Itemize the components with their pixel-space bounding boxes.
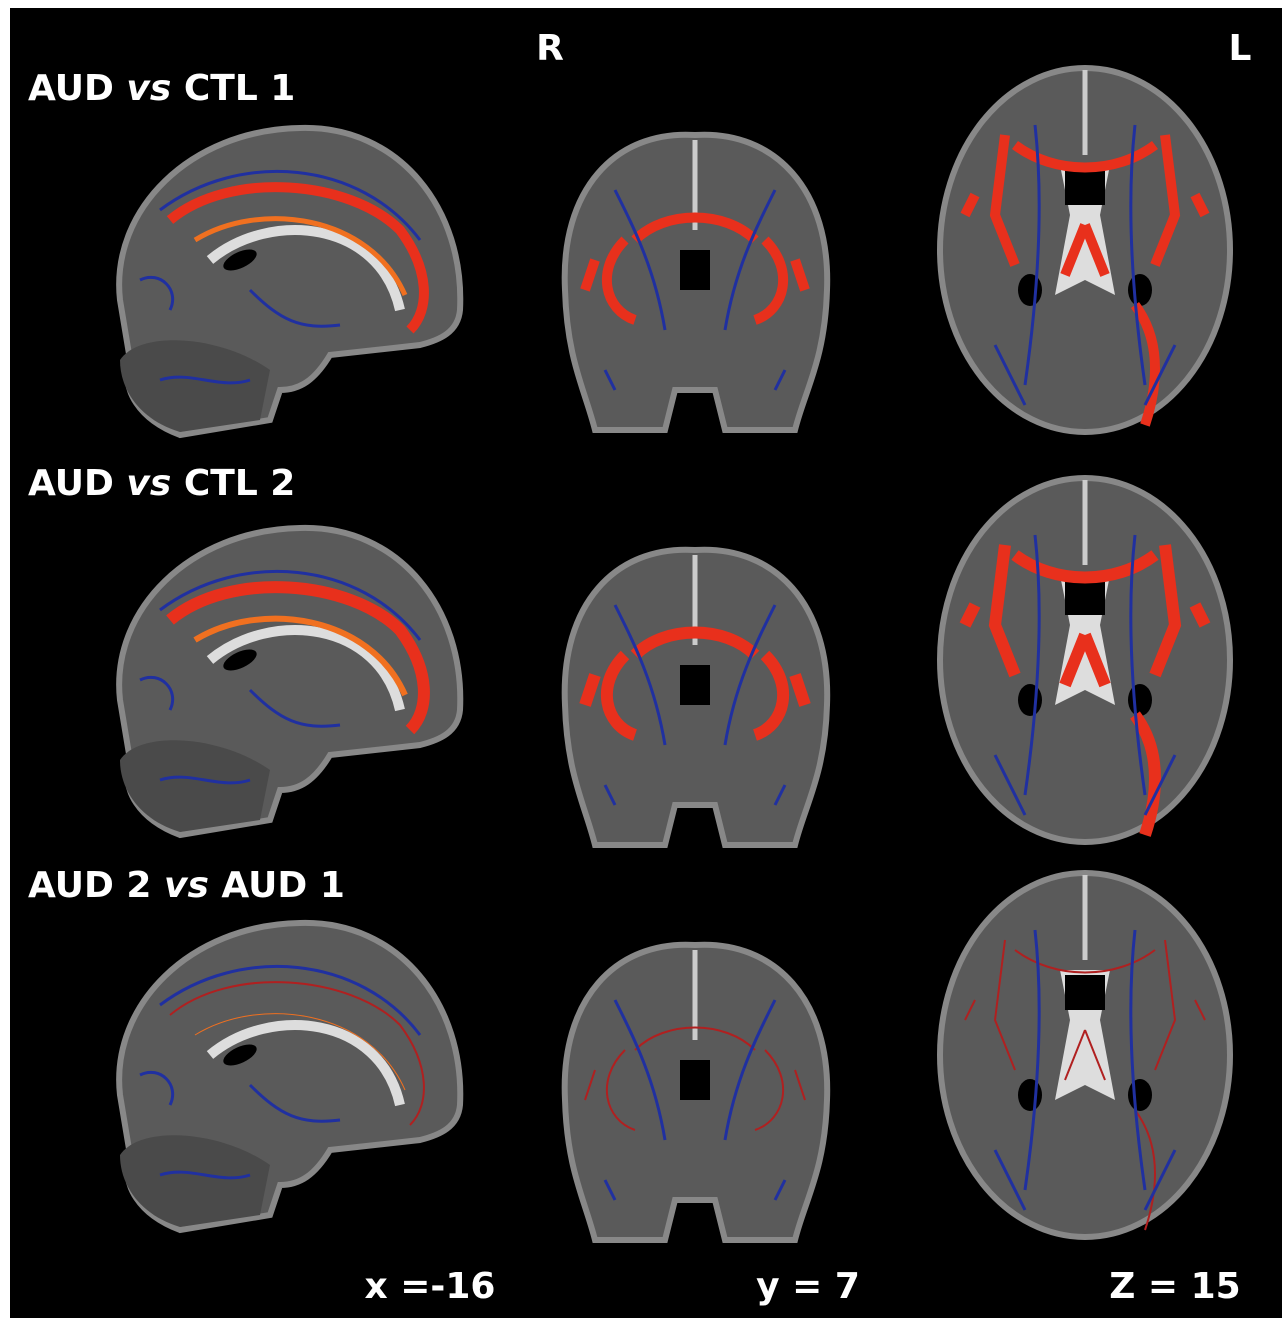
ventricle (680, 665, 710, 705)
ventricle (1065, 580, 1105, 615)
left-label: L (1229, 28, 1252, 69)
coronal-slice (565, 945, 828, 1240)
ventricle (1065, 170, 1105, 205)
row-label-part: AUD 1 (209, 865, 345, 906)
ventricle (1065, 975, 1105, 1010)
ventricle (1128, 1079, 1152, 1111)
row-label-part: CTL 2 (171, 463, 295, 504)
axial-slice (940, 68, 1230, 432)
row-label: AUD vs CTL 2 (28, 463, 295, 504)
figure: R L AUD vs CTL 1AUD vs CTL 2AUD 2 vs AUD… (0, 0, 1283, 1320)
coronal-slice (565, 135, 828, 430)
ventricle (680, 250, 710, 290)
coordinate-label: Z = 15 (1109, 1266, 1240, 1307)
ventricle (1018, 1079, 1042, 1111)
row-label-part: AUD (28, 68, 114, 109)
ventricle (1018, 684, 1042, 716)
coordinate-label: y = 7 (756, 1266, 860, 1307)
row-label-part: vs (114, 463, 171, 504)
ventricle (1128, 274, 1152, 306)
ventricle (1018, 274, 1042, 306)
ventricle (1128, 684, 1152, 716)
brain-images (119, 68, 1230, 1240)
row-label-part: CTL 1 (171, 68, 295, 109)
axial-slice (940, 478, 1230, 842)
coordinate-label: x =-16 (365, 1266, 496, 1307)
row-label: AUD 2 vs AUD 1 (28, 865, 345, 906)
row-label-part: AUD (28, 463, 114, 504)
row-label: AUD vs CTL 1 (28, 68, 295, 109)
ventricle (680, 1060, 710, 1100)
right-label: R (536, 28, 564, 69)
row-label-part: vs (151, 865, 208, 906)
row-label-part: AUD 2 (28, 865, 151, 906)
coronal-slice (565, 550, 828, 845)
axial-slice (940, 873, 1230, 1237)
row-label-part: vs (114, 68, 171, 109)
